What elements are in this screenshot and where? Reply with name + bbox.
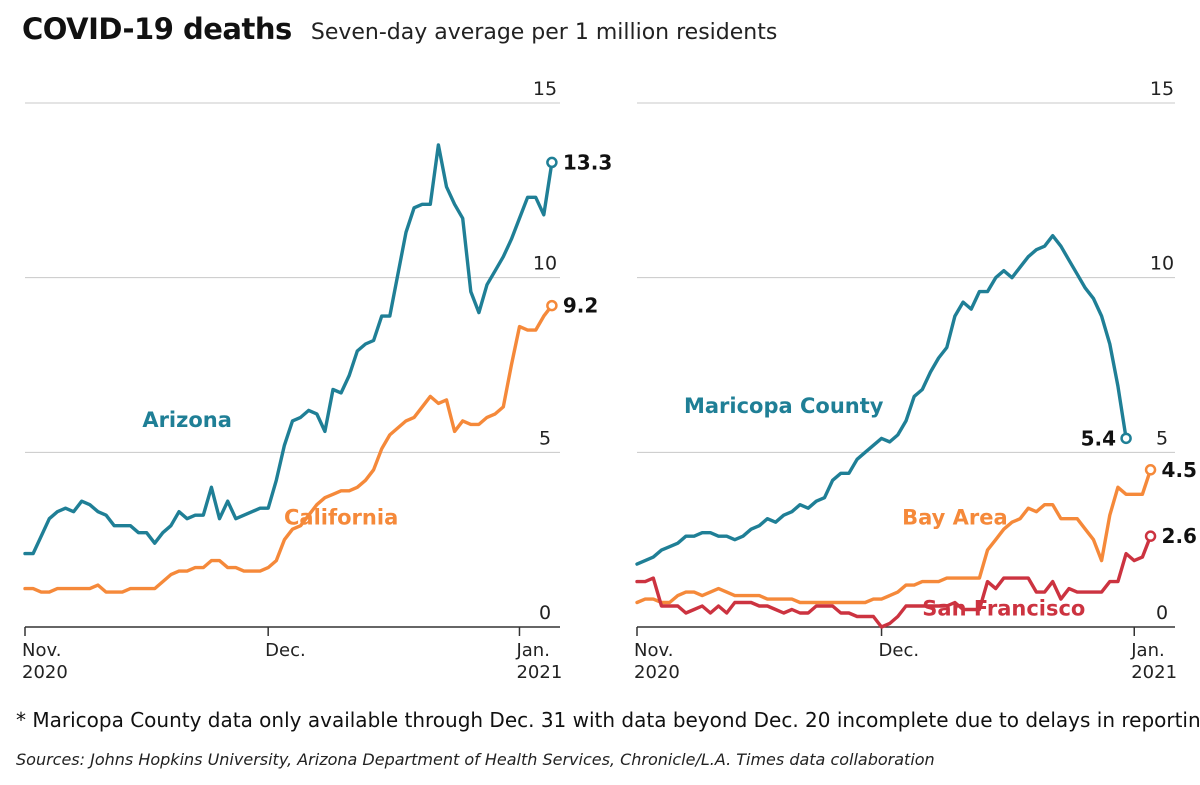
page-title: COVID-19 deaths	[22, 12, 292, 46]
series-name-label: California	[284, 506, 398, 530]
series-name-label: Bay Area	[902, 506, 1008, 530]
chart-panel-1: 0 5 10 15 Nov.2020 Dec. Jan.2021 13.3 Arizona 9.2…	[22, 78, 612, 683]
x-tick-label: 2021	[1131, 662, 1177, 683]
y-tick-label: 15	[1150, 78, 1174, 100]
footnote: * Maricopa County data only available th…	[16, 708, 1200, 732]
y-tick-label: 0	[1156, 602, 1168, 624]
x-tick-label: 2020	[22, 662, 68, 683]
y-tick-label: 10	[1150, 253, 1174, 275]
series-line-california	[23, 303, 554, 594]
chart-header: COVID-19 deaths Seven-day average per 1 …	[22, 12, 777, 46]
x-tick-label: Nov.	[634, 640, 673, 661]
series-end-value: 4.5	[1162, 458, 1197, 482]
series-end-value: 5.4	[1081, 426, 1116, 450]
x-tick-label: Jan.	[1130, 640, 1164, 661]
series-end-value: 9.2	[563, 294, 598, 318]
series-end-value: 2.6	[1162, 524, 1197, 548]
chart-panel-2: 0 5 10 15 Nov.2020 Dec. Jan.2021 5.4 Maricopa Co…	[634, 78, 1197, 683]
series-name-label: Arizona	[142, 408, 232, 432]
x-tick-label: Jan.	[515, 640, 549, 661]
x-tick-label: Nov.	[22, 640, 61, 661]
series-line-maricopa-county	[635, 233, 1128, 566]
series-name-label: Maricopa County	[684, 394, 884, 418]
series-end-value: 13.3	[563, 150, 612, 174]
y-tick-label: 10	[533, 253, 557, 275]
page-subtitle: Seven-day average per 1 million resident…	[310, 20, 778, 45]
series-name-label: San Francisco	[922, 597, 1085, 621]
y-tick-label: 5	[1156, 427, 1168, 449]
x-tick-label: Dec.	[265, 640, 306, 661]
series-line-arizona	[23, 143, 554, 556]
series-end-marker	[1120, 432, 1132, 445]
y-tick-label: 15	[533, 78, 557, 100]
series-end-marker	[546, 156, 558, 169]
series-end-marker	[1144, 464, 1157, 476]
sources-credit: Sources: Johns Hopkins University, Arizo…	[16, 750, 935, 769]
x-tick-label: 2021	[516, 662, 562, 683]
y-tick-label: 0	[539, 602, 551, 624]
y-tick-label: 5	[539, 427, 551, 449]
x-tick-label: Dec.	[879, 640, 920, 661]
series-end-marker	[546, 299, 558, 312]
x-tick-label: 2020	[634, 662, 680, 683]
series-line-bay-area	[635, 468, 1153, 605]
series-end-marker	[1144, 530, 1157, 542]
series-line-san-francisco	[635, 534, 1153, 629]
